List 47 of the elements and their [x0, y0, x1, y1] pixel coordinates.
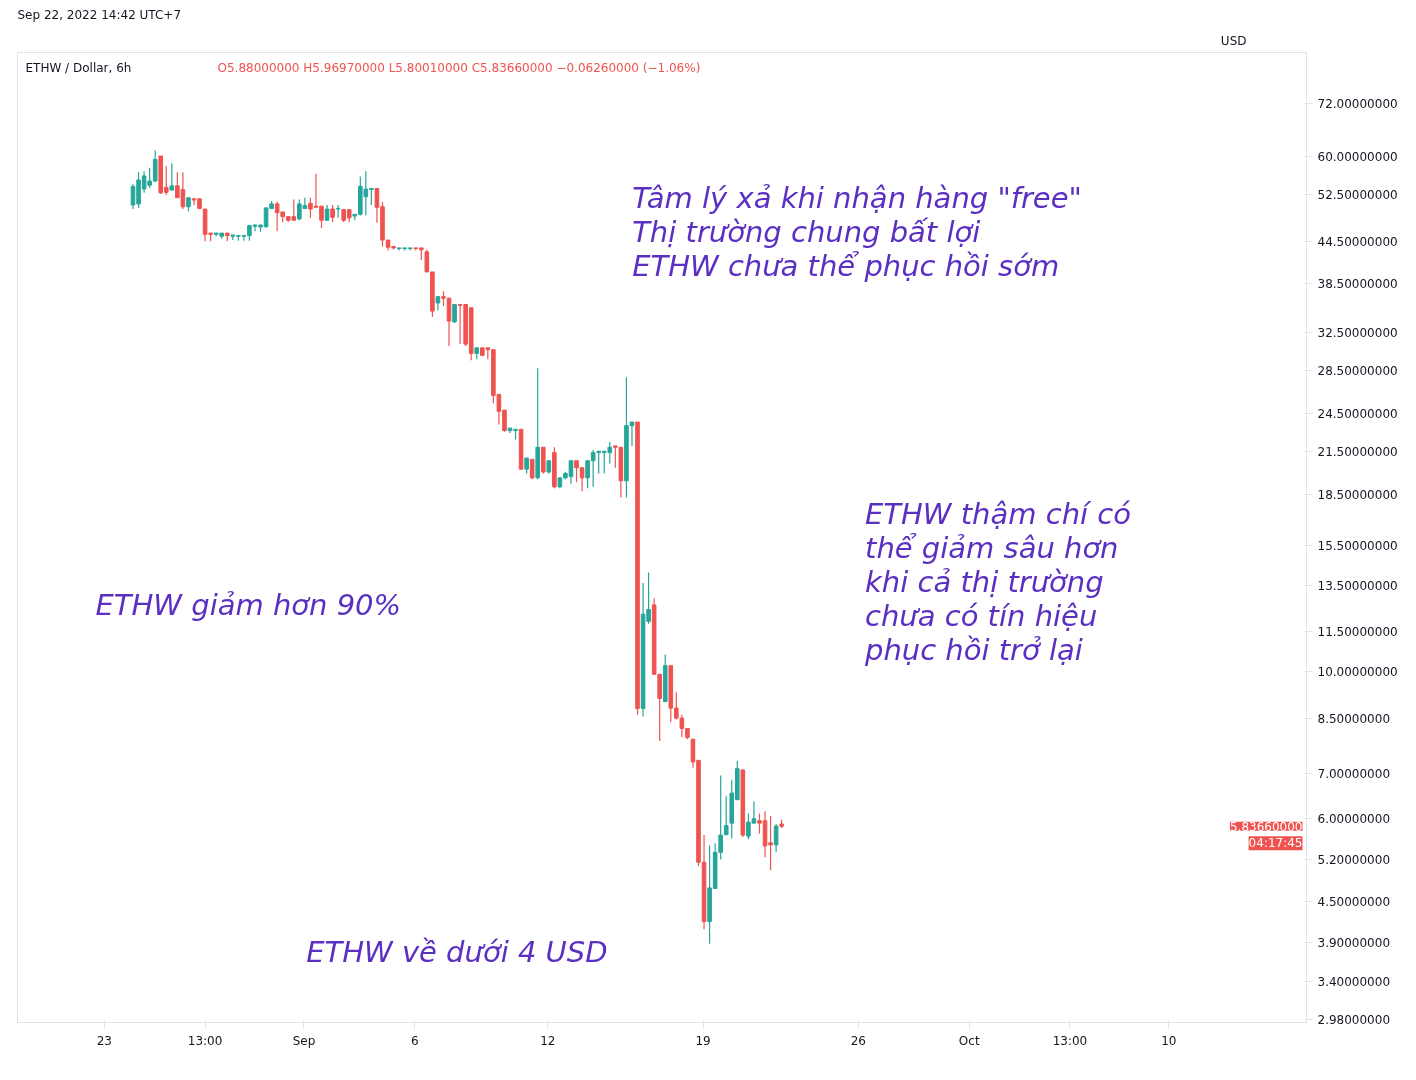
y-tick-label: 60.00000000: [1317, 149, 1398, 164]
y-tick-label: 38.50000000: [1317, 277, 1398, 292]
y-tick-label: 3.90000000: [1317, 935, 1391, 950]
annotation: ETHW giảm hơn 90%: [95, 587, 402, 622]
y-tick-label: 4.50000000: [1317, 894, 1391, 909]
candlestick: [452, 303, 457, 324]
candlestick: [335, 204, 341, 219]
candlestick: [529, 458, 535, 480]
x-tick-label: 13:00: [187, 1033, 223, 1048]
x-tick-label: 19: [695, 1033, 711, 1048]
text: Sep 22, 2022 14:42 UTC+7: [17, 7, 182, 22]
x-tick-label: Oct: [958, 1033, 980, 1048]
annotation: ETHW thậm chí có thể giảm sâu hơn khi cả thị trường chưa có tín hiệu phục hồi trở lại: [864, 496, 1132, 668]
y-tick-label: 15.50000000: [1317, 538, 1398, 553]
candlestick: [773, 823, 779, 853]
x-tick-label: 26: [850, 1033, 866, 1048]
x-tick-label: Sep: [292, 1033, 316, 1048]
candlestick: [169, 162, 175, 191]
y-tick-label: 44.50000000: [1317, 235, 1398, 250]
y-tick-label: 18.50000000: [1317, 487, 1398, 502]
annotation: 04:17:45: [1248, 836, 1303, 851]
y-axis-title: USD: [1220, 33, 1247, 48]
y-tick-label: 32.50000000: [1317, 325, 1398, 340]
y-tick-label: 6.00000000: [1317, 811, 1391, 826]
y-tick-label: 7.00000000: [1317, 767, 1391, 782]
y-tick-label: 8.50000000: [1317, 711, 1391, 726]
y-tick-label: 5.20000000: [1317, 852, 1391, 867]
x-tick-label: 12: [540, 1033, 556, 1048]
y-tick-label: 72.00000000: [1317, 97, 1398, 112]
x-tick-label: 10: [1161, 1033, 1177, 1048]
annotation: Tâm lý xả khi nhận hàng "free" Thị trường chung bất lợi ETHW chưa thể phục hồi sớm: [632, 180, 1082, 284]
annotation: O5.88000000 H5.96970000 L5.80010000 C5.83660000 −0.06260000 (−1.06%): [217, 60, 701, 75]
x-tick-label: 6: [411, 1033, 419, 1048]
text: ETHW / Dollar, 6h: [25, 60, 132, 75]
y-tick-label: 24.50000000: [1317, 407, 1398, 422]
y-tick-label: 2.98000000: [1317, 1013, 1391, 1028]
y-tick-label: 52.50000000: [1317, 187, 1398, 202]
y-tick-label: 11.50000000: [1317, 624, 1398, 639]
y-tick-label: 3.40000000: [1317, 975, 1391, 990]
y-tick-label: 10.00000000: [1317, 664, 1398, 679]
y-tick-label: 28.50000000: [1317, 363, 1398, 378]
annotation: ETHW về dưới 4 USD: [306, 934, 608, 969]
x-tick-label: 13:00: [1052, 1033, 1088, 1048]
y-tick-label: 13.50000000: [1317, 578, 1398, 593]
y-tick-label: 21.50000000: [1317, 444, 1398, 459]
x-tick-label: 23: [96, 1033, 112, 1048]
annotation: 5.83660000: [1229, 819, 1303, 834]
